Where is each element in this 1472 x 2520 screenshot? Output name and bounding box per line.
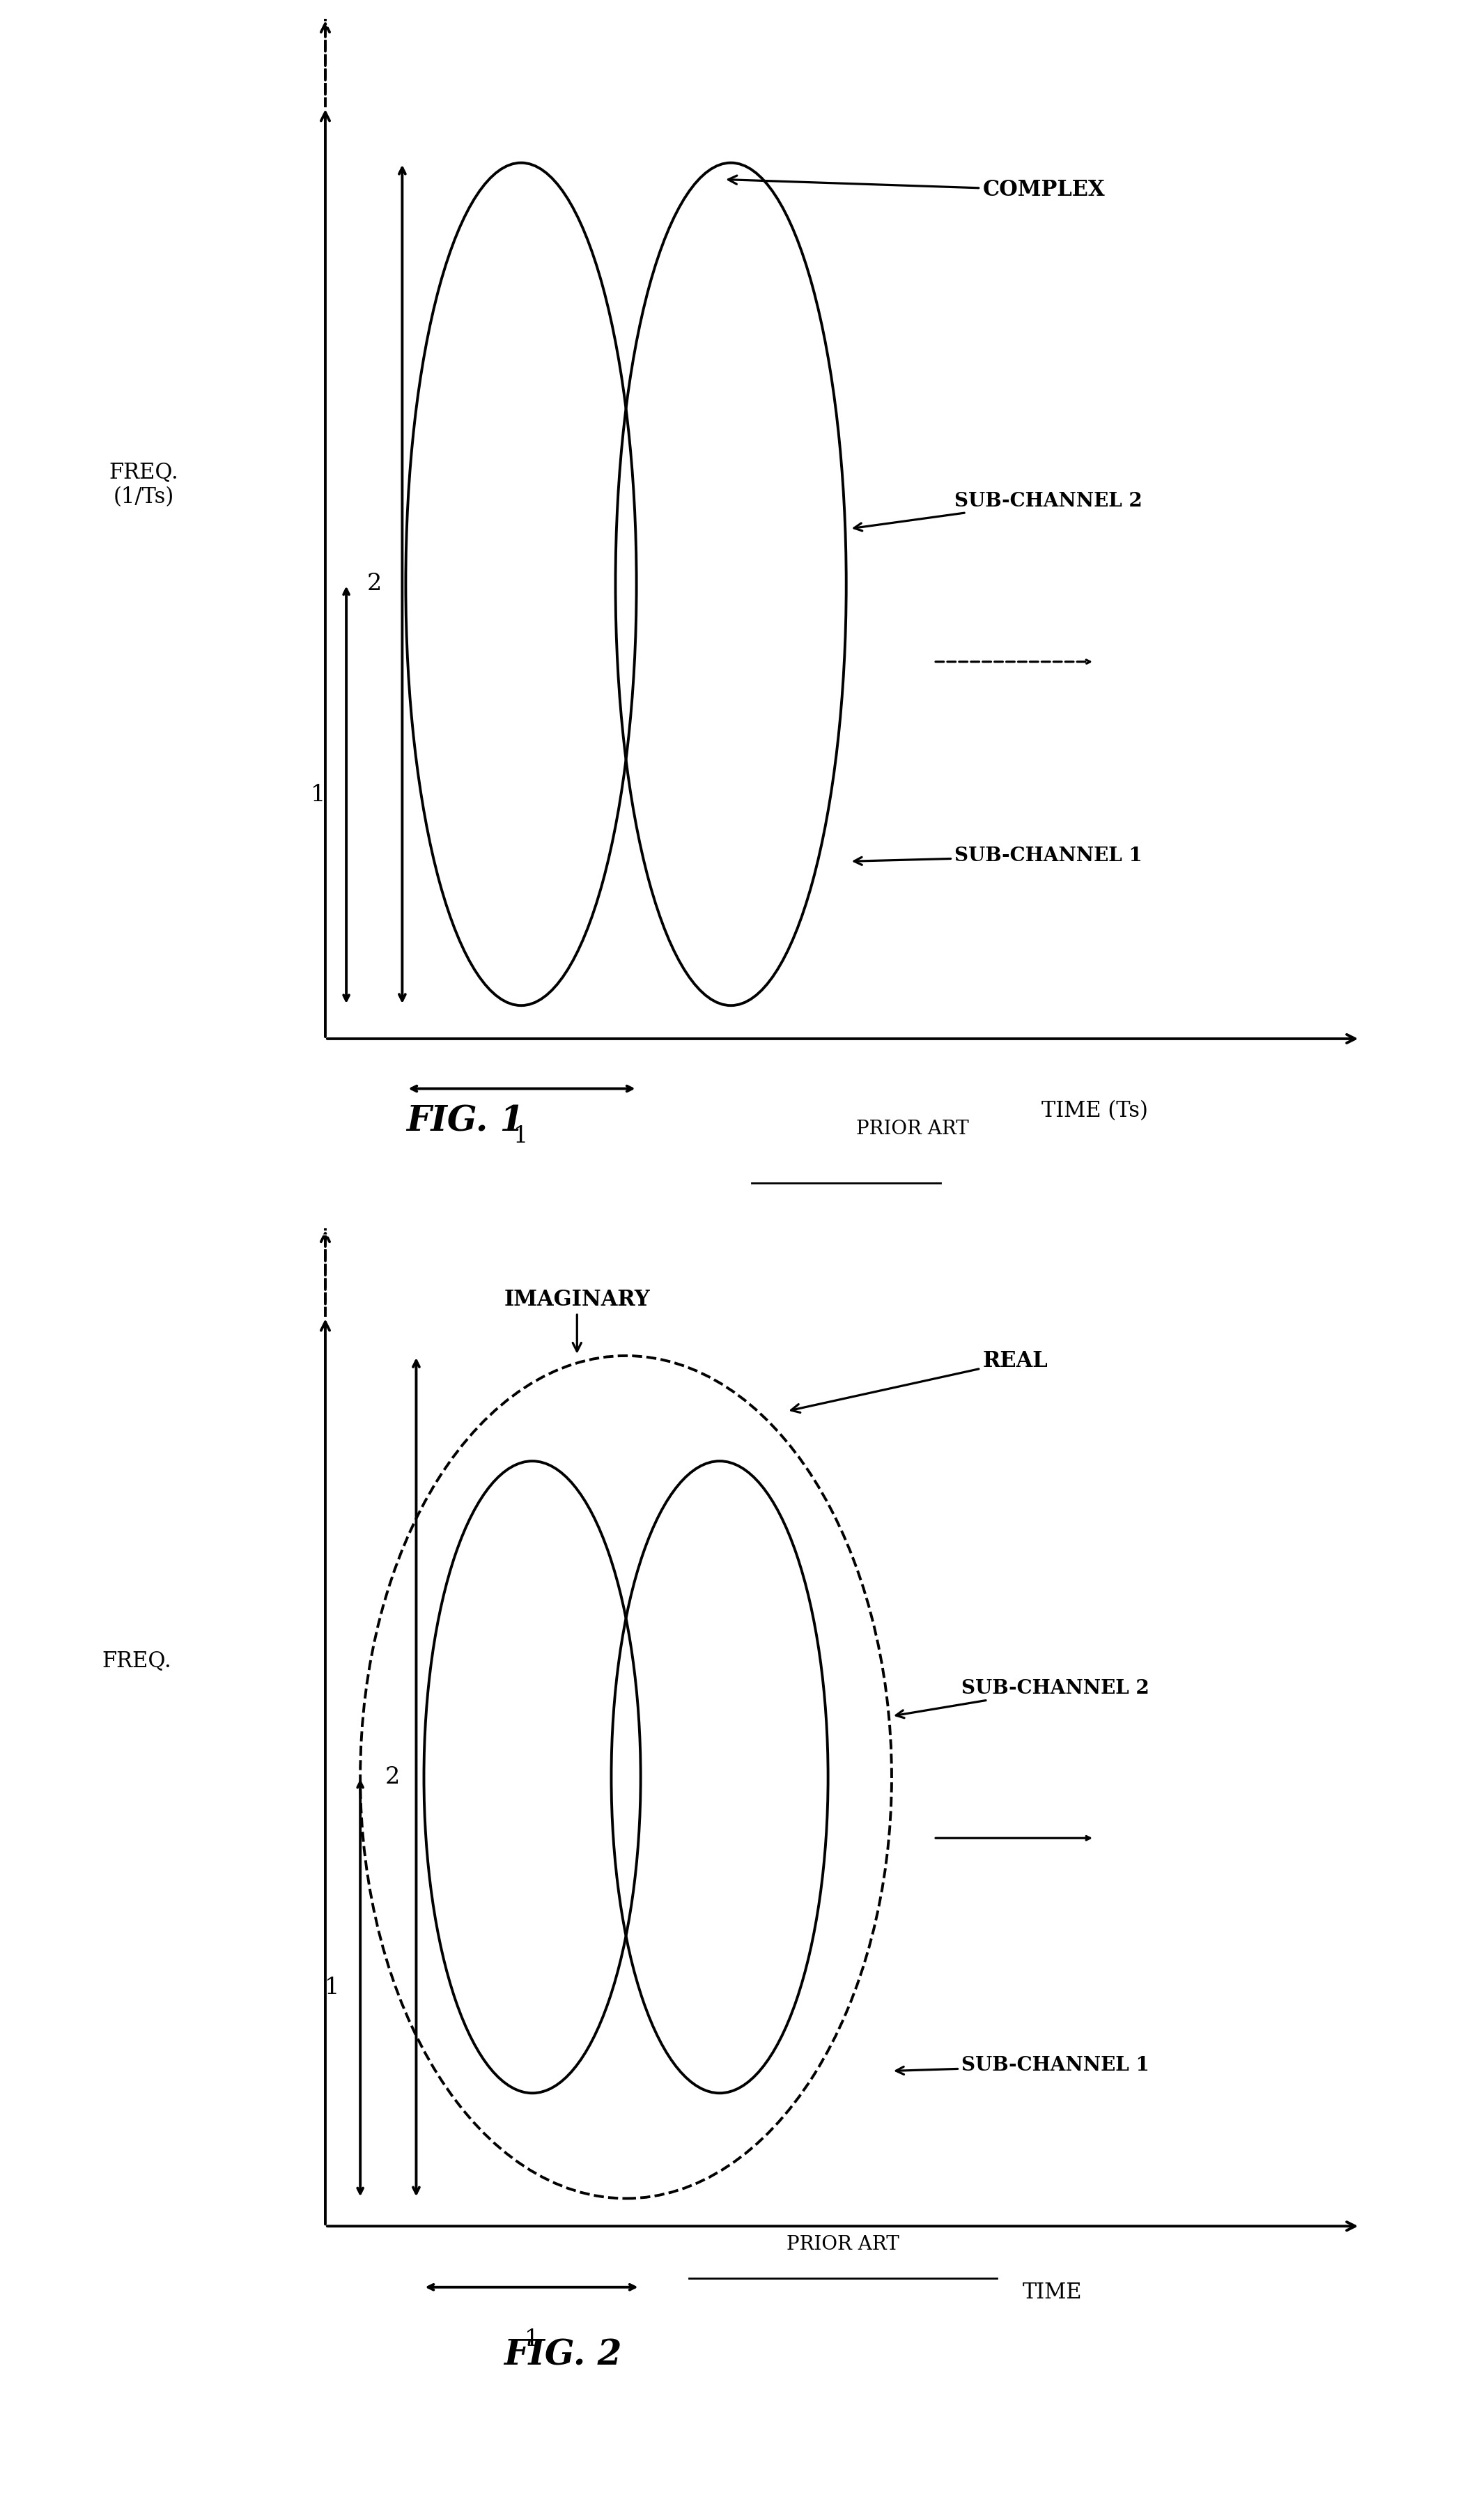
Text: SUB-CHANNEL 2: SUB-CHANNEL 2 (896, 1678, 1150, 1719)
Text: TIME (Ts): TIME (Ts) (1041, 1101, 1148, 1121)
Text: 2: 2 (367, 572, 381, 595)
Text: 2: 2 (386, 1767, 400, 1789)
Text: 1: 1 (311, 784, 325, 806)
Text: PRIOR ART: PRIOR ART (786, 2235, 899, 2253)
Text: IMAGINARY: IMAGINARY (503, 1290, 651, 1351)
Text: 1: 1 (514, 1124, 528, 1147)
Text: REAL: REAL (790, 1351, 1048, 1414)
Text: SUB-CHANNEL 1: SUB-CHANNEL 1 (854, 847, 1142, 864)
Text: FREQ.: FREQ. (102, 1651, 171, 1671)
Text: FIG. 1: FIG. 1 (406, 1104, 524, 1139)
Text: 1: 1 (325, 1976, 340, 1998)
Text: TIME: TIME (1023, 2283, 1082, 2303)
Text: FREQ.
(1/Ts): FREQ. (1/Ts) (109, 461, 178, 507)
Text: FIG. 2: FIG. 2 (503, 2339, 623, 2371)
Text: SUB-CHANNEL 1: SUB-CHANNEL 1 (896, 2056, 1150, 2074)
Text: PRIOR ART: PRIOR ART (857, 1119, 969, 1139)
Text: SUB-CHANNEL 2: SUB-CHANNEL 2 (854, 491, 1142, 532)
Text: COMPLEX: COMPLEX (729, 176, 1105, 202)
Text: 1: 1 (526, 2328, 540, 2351)
